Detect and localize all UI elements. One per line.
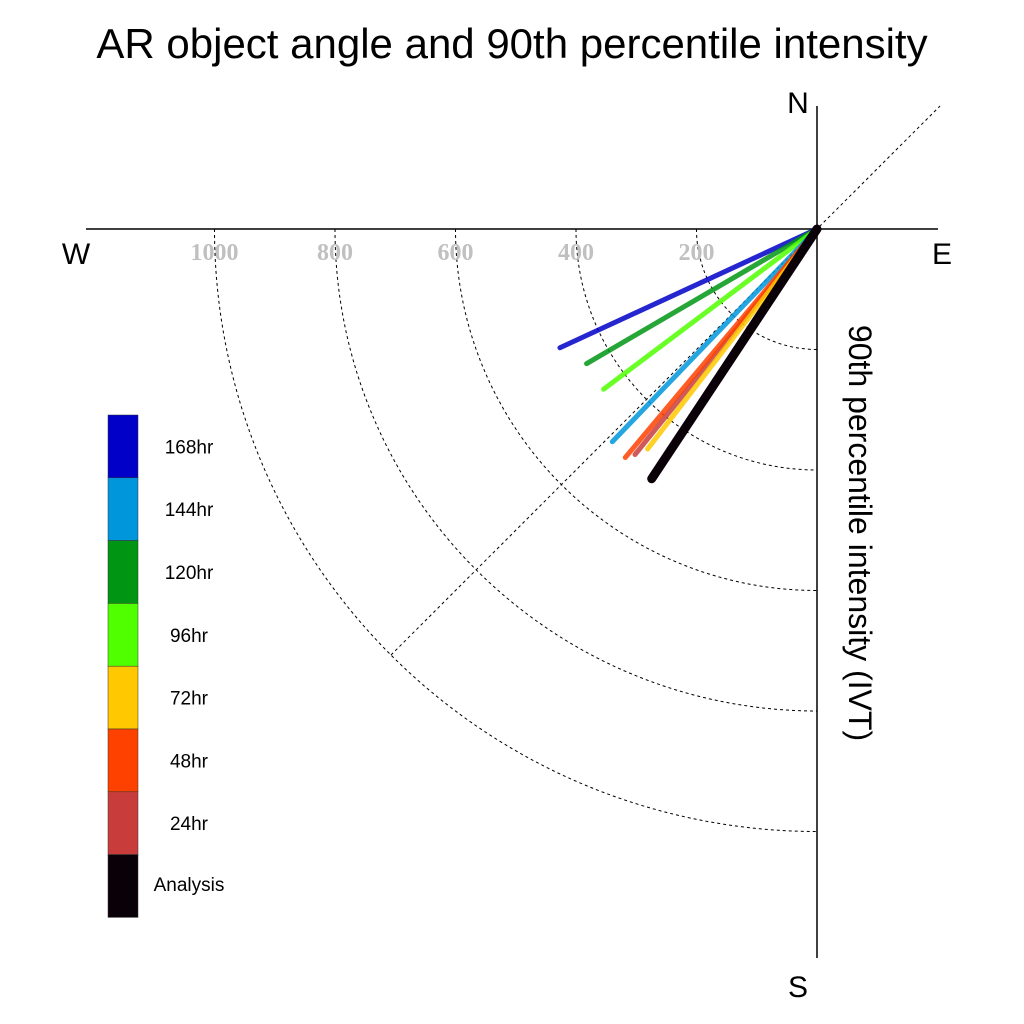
legend-swatch-144hr [107,477,139,541]
legend-label-24hr: 24hr [170,814,209,835]
legend-swatch-48hr [107,728,139,793]
legend-label-168hr: 168hr [165,437,214,458]
legend: 168hr 144hr 120hr 96hr 72hr 48hr 24hr Analysis [107,414,225,918]
legend-swatch-24hr [107,791,139,855]
compass-west: W [62,238,91,271]
radial-tick-label-200: 200 [679,240,715,266]
legend-swatch-120hr [107,540,139,604]
vector-144hr [609,226,820,445]
radial-tick-label-800: 800 [317,240,353,266]
axes [86,106,938,958]
legend-swatch-72hr [107,665,139,730]
radial-tick-label-1000: 1000 [191,240,239,266]
grid-arc-200 [696,228,818,350]
compass-east: E [932,238,952,271]
legend-label-72hr: 72hr [170,689,209,710]
radial-tick-label-400: 400 [558,240,594,266]
radial-tick-labels: 200 400 600 800 1000 [191,240,715,266]
legend-label-120hr: 120hr [165,563,214,584]
legend-label-analysis: Analysis [154,875,225,896]
compass-south: S [788,971,808,1004]
radial-tick-label-600: 600 [438,240,474,266]
legend-label-48hr: 48hr [170,751,209,772]
vector-168hr [557,226,820,351]
grid-arc-400 [575,228,818,471]
vector-120hr [584,226,820,367]
legend-swatch-96hr [107,603,139,667]
legend-label-96hr: 96hr [170,626,209,647]
legend-swatch-analysis [107,854,139,918]
vector-96hr [601,226,820,392]
compass-north: N [787,87,809,120]
y-axis-label: 90th percentile intensity (IVT) [842,325,878,741]
legend-label-144hr: 144hr [165,500,214,521]
legend-swatch-168hr [107,414,139,479]
vector-analysis [647,224,822,484]
grid-arc-1000 [214,228,818,832]
chart-title: AR object angle and 90th percentile inte… [96,20,927,67]
intensity-vectors [557,224,822,484]
radial-grid [214,105,941,832]
